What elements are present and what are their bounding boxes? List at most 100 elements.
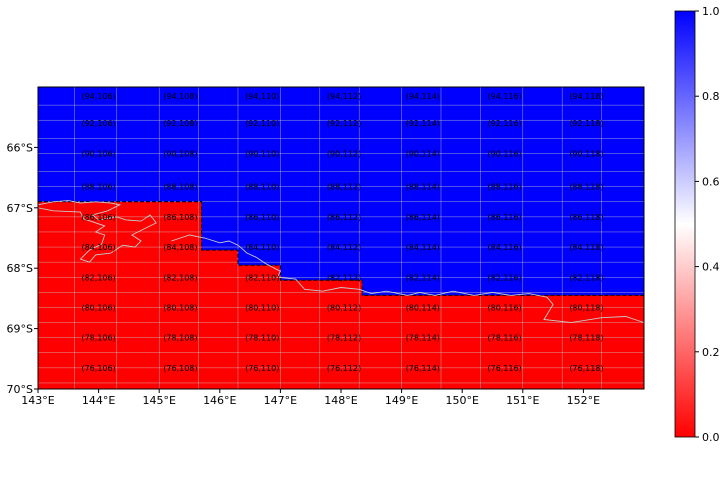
field-boundary-line (38, 201, 644, 296)
field-value-0-region (38, 201, 644, 389)
grid-cell-label: (90,106) (81, 149, 115, 158)
grid-cell-label: (82,114) (406, 273, 440, 282)
grid-cell-label: (92,114) (406, 119, 440, 128)
grid-cell-label: (76,110) (245, 364, 279, 373)
colorbar-tick-label: 0.2 (702, 346, 720, 359)
grid-cell-label: (86,108) (163, 213, 197, 222)
grid-cell-label: (78,106) (81, 334, 115, 343)
x-tick-label: 149°E (385, 394, 418, 407)
y-tick-label: 69°S (7, 323, 33, 336)
grid-cell-label: (92,116) (488, 119, 522, 128)
grid-cell-label: (80,112) (327, 303, 361, 312)
y-tick-label: 70°S (7, 383, 33, 396)
grid-cell-label: (82,110) (245, 273, 279, 282)
grid-cell-label: (84,116) (488, 243, 522, 252)
grid-cell-label: (84,114) (406, 243, 440, 252)
grid-cell-label: (78,116) (488, 334, 522, 343)
map-area: (94,106) (94,108) (94,110) (94,112) (94,114)… (38, 87, 644, 389)
grid-cell-label: (92,106) (81, 119, 115, 128)
grid-cell-label: (80,108) (163, 303, 197, 312)
grid-cell-label: (86,114) (406, 213, 440, 222)
grid-cell-label: (78,114) (406, 334, 440, 343)
colorbar-gradient (674, 10, 696, 438)
grid-cell-label: (88,114) (406, 183, 440, 192)
x-tick-label: 152°E (567, 394, 600, 407)
grid-cell-label: (84,112) (327, 243, 361, 252)
grid-cell-label: (94,110) (245, 92, 279, 101)
grid-cell-label: (90,110) (245, 149, 279, 158)
colorbar-tick-label: 0.8 (702, 90, 720, 103)
grid-cell-label: (92,108) (163, 119, 197, 128)
grid-cell-label: (92,112) (327, 119, 361, 128)
grid-cell-label: (92,118) (569, 119, 603, 128)
y-tick-label: 66°S (7, 141, 33, 154)
grid-cell-label: (94,112) (327, 92, 361, 101)
grid-cell-label: (80,116) (488, 303, 522, 312)
grid-cell-label: (88,118) (569, 183, 603, 192)
x-tick-label: 147°E (264, 394, 297, 407)
grid-cell-labels: (94,106) (94,108) (94,110) (94,112) (94,114)… (81, 92, 603, 373)
grid-cell-label: (78,112) (327, 334, 361, 343)
y-tick-label: 67°S (7, 202, 33, 215)
grid-cell-label: (88,106) (81, 183, 115, 192)
x-tick-label: 143°E (21, 394, 54, 407)
x-tick-label: 150°E (445, 394, 478, 407)
grid-cell-label: (86,112) (327, 213, 361, 222)
colorbar: 0.0 0.2 0.4 0.6 0.8 1.0 (674, 5, 720, 444)
grid-cell-label: (84,108) (163, 243, 197, 252)
grid-cell-label: (84,118) (569, 243, 603, 252)
grid-cell-label: (76,114) (406, 364, 440, 373)
grid-cell-label: (84,110) (245, 243, 279, 252)
colorbar-tick-label: 0.6 (702, 175, 720, 188)
grid-cell-label: (76,118) (569, 364, 603, 373)
grid-cell-label: (82,118) (569, 273, 603, 282)
grid-cell-label: (94,114) (406, 92, 440, 101)
grid-cell-label: (82,112) (327, 273, 361, 282)
y-tick-label: 68°S (7, 262, 33, 275)
grid-cell-label: (76,108) (163, 364, 197, 373)
grid-cell-label: (88,116) (488, 183, 522, 192)
grid-cell-label: (82,116) (488, 273, 522, 282)
grid-cell-label: (90,116) (488, 149, 522, 158)
grid-cell-label: (94,108) (163, 92, 197, 101)
grid-cell-label: (90,108) (163, 149, 197, 158)
grid-cell-label: (80,118) (569, 303, 603, 312)
grid-cell-label: (80,106) (81, 303, 115, 312)
colorbar-tick-label: 0.0 (702, 431, 720, 444)
coastline (38, 200, 157, 263)
x-tick-label: 151°E (506, 394, 539, 407)
x-tick-label: 144°E (82, 394, 115, 407)
grid-cell-label: (94,106) (81, 92, 115, 101)
grid-cell-label: (76,112) (327, 364, 361, 373)
grid-cell-label: (86,110) (245, 213, 279, 222)
grid-cell-label: (78,118) (569, 334, 603, 343)
grid-cell-label: (90,112) (327, 149, 361, 158)
grid-cell-label: (90,118) (569, 149, 603, 158)
y-axis: 66°S 67°S 68°S 69°S 70°S (7, 141, 38, 396)
grid-cell-label: (86,106) (81, 213, 115, 222)
grid-cell-label: (88,110) (245, 183, 279, 192)
grid-lines (38, 87, 644, 389)
grid-cell-label: (78,108) (163, 334, 197, 343)
colorbar-tick-label: 0.4 (702, 261, 720, 274)
grid-cell-label: (82,108) (163, 273, 197, 282)
grid-cell-label: (86,118) (569, 213, 603, 222)
x-tick-label: 145°E (142, 394, 175, 407)
colorbar-tick-label: 1.0 (702, 5, 720, 18)
x-axis: 143°E 144°E 145°E 146°E 147°E 148°E 149°E 150°E… (21, 389, 600, 407)
x-tick-label: 146°E (203, 394, 236, 407)
grid-cell-label: (94,118) (569, 92, 603, 101)
grid-cell-label: (76,116) (488, 364, 522, 373)
x-tick-label: 148°E (324, 394, 357, 407)
grid-cell-label: (88,112) (327, 183, 361, 192)
grid-cell-label: (90,114) (406, 149, 440, 158)
grid-cell-label: (80,110) (245, 303, 279, 312)
coastline (171, 234, 644, 324)
grid-cell-label: (82,106) (81, 273, 115, 282)
grid-cell-label: (78,110) (245, 334, 279, 343)
grid-cell-label: (94,116) (488, 92, 522, 101)
grid-cell-label: (80,114) (406, 303, 440, 312)
grid-cell-label: (84,106) (81, 243, 115, 252)
grid-cell-label: (88,108) (163, 183, 197, 192)
